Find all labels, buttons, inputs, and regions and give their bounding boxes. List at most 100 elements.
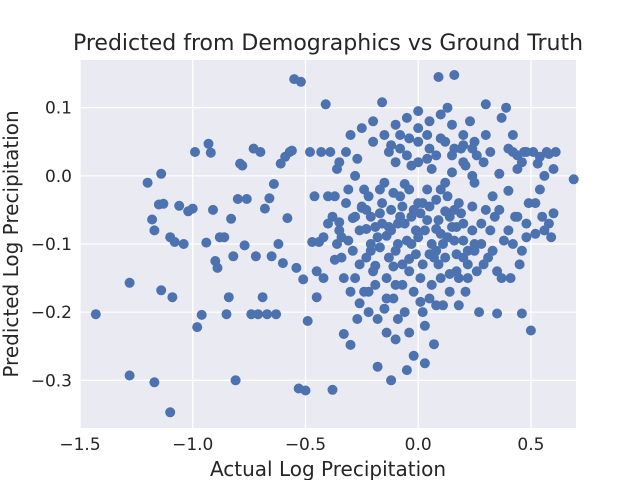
data-point bbox=[413, 198, 424, 209]
data-point bbox=[426, 164, 437, 174]
data-point bbox=[474, 307, 485, 318]
chart-title: Predicted from Demographics vs Ground Tr… bbox=[73, 31, 583, 56]
data-point bbox=[458, 157, 469, 168]
data-point bbox=[516, 308, 527, 319]
data-point bbox=[350, 170, 361, 181]
data-point bbox=[354, 259, 365, 270]
data-point bbox=[530, 198, 541, 209]
data-point bbox=[413, 157, 424, 168]
data-point bbox=[476, 218, 487, 229]
data-point bbox=[298, 274, 309, 285]
data-point bbox=[350, 211, 361, 222]
data-point bbox=[458, 130, 469, 140]
data-point bbox=[392, 314, 403, 324]
data-point bbox=[447, 119, 457, 130]
data-point bbox=[410, 249, 421, 260]
data-point bbox=[395, 211, 406, 222]
data-point bbox=[521, 147, 532, 157]
data-point bbox=[262, 309, 273, 320]
data-point bbox=[309, 191, 320, 202]
data-point bbox=[429, 339, 439, 350]
data-point bbox=[480, 130, 491, 140]
data-point bbox=[158, 198, 169, 209]
x-tick-labels: −1.5 −1.0 −0.5 0.0 0.5 bbox=[59, 435, 544, 455]
data-point bbox=[546, 232, 557, 243]
data-point bbox=[341, 198, 351, 209]
data-point bbox=[435, 273, 446, 284]
data-point bbox=[192, 322, 203, 333]
data-point bbox=[241, 194, 252, 204]
data-point bbox=[255, 147, 266, 157]
data-point bbox=[478, 259, 489, 270]
data-point bbox=[219, 232, 230, 243]
data-point bbox=[419, 320, 430, 331]
data-point bbox=[521, 218, 532, 229]
data-point bbox=[271, 309, 282, 320]
data-point bbox=[318, 232, 329, 243]
data-point bbox=[424, 116, 435, 127]
data-point bbox=[453, 300, 464, 311]
data-point bbox=[406, 211, 417, 222]
data-point bbox=[259, 203, 270, 214]
data-point bbox=[530, 228, 541, 239]
x-tick-label: 0.5 bbox=[517, 435, 544, 455]
data-point bbox=[404, 327, 415, 338]
data-point bbox=[286, 145, 297, 156]
data-point bbox=[496, 273, 507, 284]
data-point bbox=[390, 279, 401, 290]
data-point bbox=[174, 200, 185, 211]
data-point bbox=[354, 225, 365, 236]
data-point bbox=[390, 157, 401, 168]
data-point bbox=[485, 147, 496, 157]
data-point bbox=[422, 184, 433, 195]
data-point bbox=[291, 262, 302, 273]
data-point bbox=[503, 225, 514, 236]
data-point bbox=[334, 157, 345, 168]
data-point bbox=[537, 211, 548, 222]
data-point bbox=[302, 316, 313, 326]
data-point bbox=[390, 334, 401, 345]
data-point bbox=[534, 184, 545, 195]
data-point bbox=[401, 365, 412, 376]
data-point bbox=[379, 303, 390, 314]
y-tick-label: −0.1 bbox=[31, 235, 72, 255]
data-point bbox=[295, 76, 306, 87]
data-point bbox=[377, 218, 388, 229]
data-points bbox=[90, 70, 579, 418]
data-point bbox=[165, 407, 176, 418]
data-point bbox=[372, 361, 383, 372]
data-point bbox=[338, 273, 349, 284]
data-point bbox=[415, 273, 426, 284]
data-point bbox=[458, 218, 469, 229]
data-point bbox=[341, 147, 351, 157]
data-point bbox=[458, 252, 469, 263]
data-point bbox=[514, 259, 525, 270]
data-point bbox=[408, 286, 419, 297]
data-point bbox=[352, 314, 363, 324]
y-tick-label: 0.1 bbox=[45, 99, 72, 119]
data-point bbox=[440, 136, 451, 147]
x-tick-label: −1.0 bbox=[172, 435, 213, 455]
data-point bbox=[395, 130, 406, 140]
y-tick-label: −0.3 bbox=[31, 371, 72, 391]
data-point bbox=[239, 240, 250, 251]
data-point bbox=[203, 138, 214, 149]
data-point bbox=[149, 377, 160, 388]
data-point bbox=[147, 214, 158, 225]
data-point bbox=[494, 168, 505, 179]
data-point bbox=[465, 116, 475, 127]
data-point bbox=[334, 225, 345, 236]
x-tick-label: 0.0 bbox=[405, 435, 432, 455]
data-point bbox=[232, 194, 243, 204]
data-point bbox=[374, 208, 385, 219]
data-point bbox=[422, 130, 433, 140]
data-point bbox=[516, 245, 527, 256]
data-point bbox=[368, 136, 379, 147]
data-point bbox=[325, 147, 336, 157]
data-point bbox=[401, 112, 412, 123]
data-point bbox=[237, 160, 248, 171]
data-point bbox=[230, 375, 241, 386]
data-point bbox=[142, 177, 153, 188]
data-point bbox=[404, 266, 415, 277]
